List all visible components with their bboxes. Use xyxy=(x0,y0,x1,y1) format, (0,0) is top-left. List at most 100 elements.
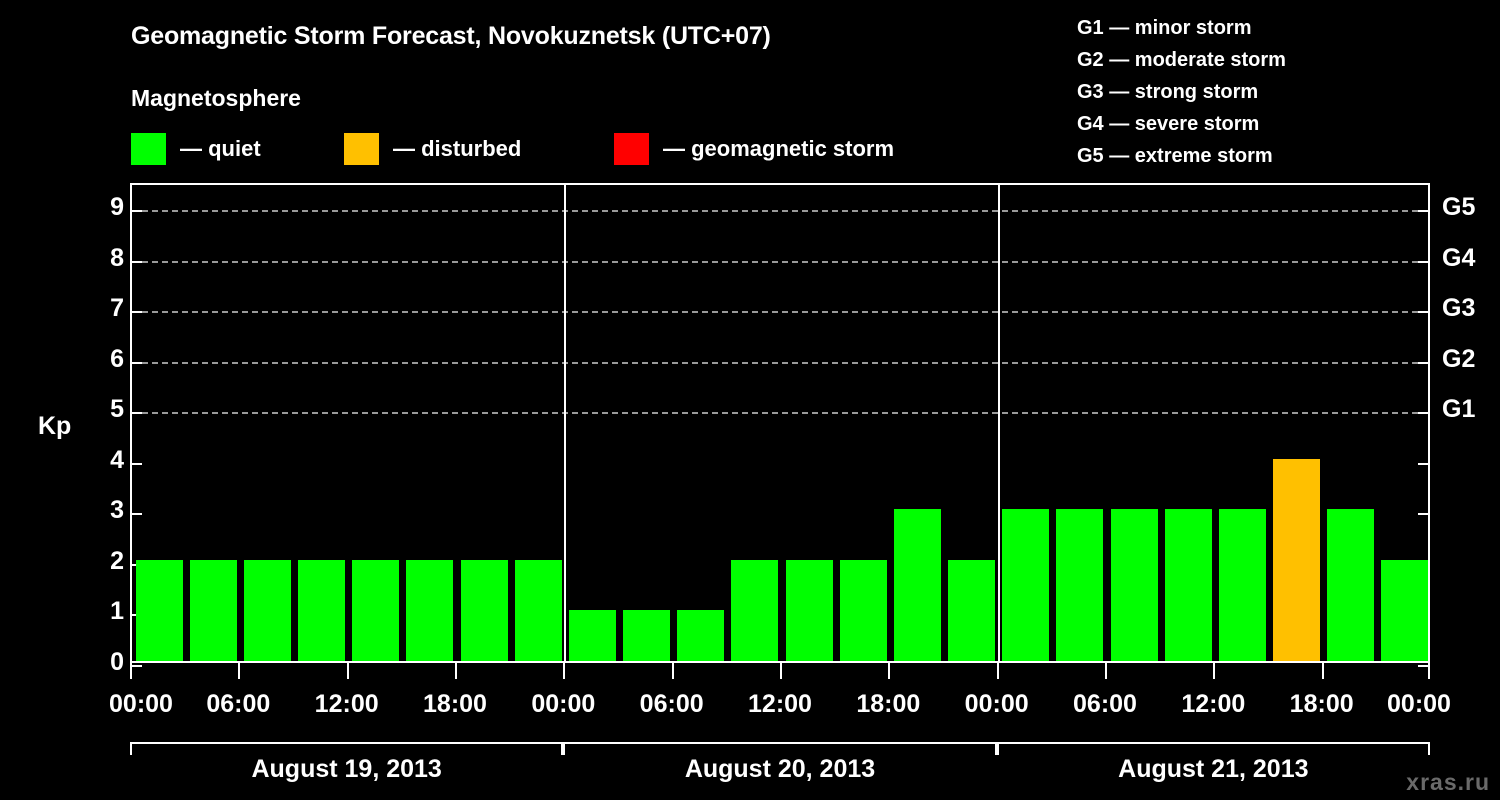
date-label-2: August 20, 2013 xyxy=(684,755,876,783)
y-axis-tick-label-3: 3 xyxy=(110,496,124,525)
x-axis-tick-label-1: 06:00 xyxy=(206,690,271,718)
kp-bar[interactable] xyxy=(135,559,183,661)
g-axis-tick-label-G2: G2 xyxy=(1442,344,1476,373)
kp-bar[interactable] xyxy=(1327,509,1375,661)
g-axis-tick-8 xyxy=(1418,260,1428,263)
g-axis-tick-label-G5: G5 xyxy=(1442,193,1476,222)
gridline-kp-8 xyxy=(132,260,1428,263)
x-axis-tick-3 xyxy=(455,663,457,679)
y-axis-tick-7 xyxy=(132,311,142,314)
y-axis-tick-label-5: 5 xyxy=(110,395,124,424)
day-bracket-2 xyxy=(563,742,997,755)
g-axis-tick-9 xyxy=(1418,210,1428,213)
legend-entry-label: — disturbed xyxy=(393,136,522,161)
kp-bar[interactable] xyxy=(677,610,725,661)
gridline-kp-9 xyxy=(132,210,1428,213)
legend-entry-1: — disturbed xyxy=(344,132,521,166)
y-axis-tick-9 xyxy=(132,210,142,213)
g-scale-legend-row-4: G4 — severe storm xyxy=(1077,113,1260,135)
x-axis-labels: 00:00 06:00 12:00 18:00 00:00 06:00 12:00 18:00… xyxy=(0,690,1500,724)
plot-inner xyxy=(132,185,1429,667)
legend-entry-2: — geomagnetic storm xyxy=(614,132,894,166)
g-axis-tick-5 xyxy=(1418,412,1428,415)
kp-bar[interactable] xyxy=(1164,509,1212,661)
kp-bar[interactable] xyxy=(243,559,291,661)
x-axis-tick-2 xyxy=(346,663,349,679)
day-divider-1 xyxy=(564,185,567,661)
y-axis-tick-label-6: 6 xyxy=(110,344,124,373)
kp-bar[interactable] xyxy=(298,559,346,661)
x-axis-tick-10 xyxy=(1213,663,1216,679)
legend-entry-0: — quiet xyxy=(131,132,261,166)
x-axis-tick-label-7: 18:00 xyxy=(856,690,921,718)
kp-bar[interactable] xyxy=(189,559,237,661)
y-axis-tick-4 xyxy=(132,462,142,465)
g-axis-tick-6 xyxy=(1418,361,1428,364)
g-axis-tick-7 xyxy=(1418,311,1428,314)
x-axis-tick-label-11: 18:00 xyxy=(1289,690,1354,718)
y-axis-tick-label-8: 8 xyxy=(110,243,124,272)
kp-bar[interactable] xyxy=(568,610,616,661)
green-square-swatch xyxy=(131,133,166,165)
y-axis-tick-3 xyxy=(132,513,142,516)
legend-entry-label: — geomagnetic storm xyxy=(663,136,895,161)
x-axis-tick-label-3: 18:00 xyxy=(423,690,487,718)
x-axis-tick-12 xyxy=(1428,663,1430,679)
x-axis-tick-0 xyxy=(130,663,132,679)
kp-bar[interactable] xyxy=(948,559,996,661)
g-axis-tick-3 xyxy=(1418,513,1428,516)
kp-bar[interactable] xyxy=(460,559,508,661)
g-scale-legend-row-5: G5 — extreme storm xyxy=(1077,145,1273,167)
plot-area xyxy=(130,183,1430,667)
orange-square-swatch xyxy=(344,133,379,165)
kp-bar[interactable] xyxy=(1002,509,1050,661)
y-axis-tick-label-4: 4 xyxy=(110,445,124,474)
g-scale-legend-row-2: G2 — moderate storm xyxy=(1077,49,1286,71)
g-axis-tick-label-G4: G4 xyxy=(1442,243,1476,272)
day-brackets xyxy=(130,742,1430,756)
kp-bar[interactable] xyxy=(406,559,454,661)
kp-bar[interactable] xyxy=(1381,559,1429,661)
watermark: xras.ru xyxy=(1406,769,1490,795)
legend-entry-label: — quiet xyxy=(180,136,261,161)
x-axis-tick-label-0: 00:00 xyxy=(109,690,173,718)
kp-bar[interactable] xyxy=(731,559,779,661)
x-axis-tick-label-8: 00:00 xyxy=(964,690,1029,718)
kp-bar[interactable] xyxy=(352,559,400,661)
kp-bar[interactable] xyxy=(839,559,887,661)
gridline-kp-5 xyxy=(132,412,1428,415)
x-axis-tick-4 xyxy=(563,663,566,679)
y-axis-tick-8 xyxy=(132,260,142,263)
kp-bar[interactable] xyxy=(1056,509,1104,661)
gridline-kp-7 xyxy=(132,311,1428,314)
date-label-3: August 21, 2013 xyxy=(1118,755,1309,783)
date-label-1: August 19, 2013 xyxy=(251,755,442,783)
kp-bar[interactable] xyxy=(1218,509,1266,661)
g-axis-tick-0 xyxy=(1418,665,1428,667)
day-bracket-1 xyxy=(130,742,564,755)
y-axis-tick-5 xyxy=(132,412,142,415)
y-axis-tick-label-7: 7 xyxy=(110,294,124,323)
kp-bar[interactable] xyxy=(623,610,671,661)
x-axis-tick-label-5: 06:00 xyxy=(639,690,704,718)
y-axis-tick-label-1: 1 xyxy=(110,597,124,626)
x-axis-tick-8 xyxy=(996,663,999,679)
kp-bar[interactable] xyxy=(893,509,941,661)
x-axis-tick-1 xyxy=(238,663,241,679)
x-axis-tick-label-4: 00:00 xyxy=(531,690,596,718)
date-labels: August 19, 2013 August 20, 2013 August 21,… xyxy=(130,755,1430,795)
x-axis-ticks xyxy=(130,663,1430,679)
kp-bar[interactable] xyxy=(1110,509,1158,661)
x-axis-tick-7 xyxy=(888,663,891,679)
g-scale-legend-row-3: G3 — strong storm xyxy=(1077,81,1259,103)
x-axis-tick-label-9: 06:00 xyxy=(1073,690,1137,718)
gridline-kp-6 xyxy=(132,361,1428,364)
x-axis-tick-label-12: 00:00 xyxy=(1387,690,1451,718)
day-divider-2 xyxy=(997,185,1000,661)
kp-bar[interactable] xyxy=(514,559,562,661)
x-axis-tick-label-10: 12:00 xyxy=(1181,690,1246,718)
g-scale-legend: G1 — minor storm G2 — moderate storm G3 — … xyxy=(1077,12,1286,172)
y-axis-title: Kp xyxy=(38,412,72,440)
kp-bar[interactable] xyxy=(1273,458,1321,661)
kp-bar[interactable] xyxy=(785,559,833,661)
